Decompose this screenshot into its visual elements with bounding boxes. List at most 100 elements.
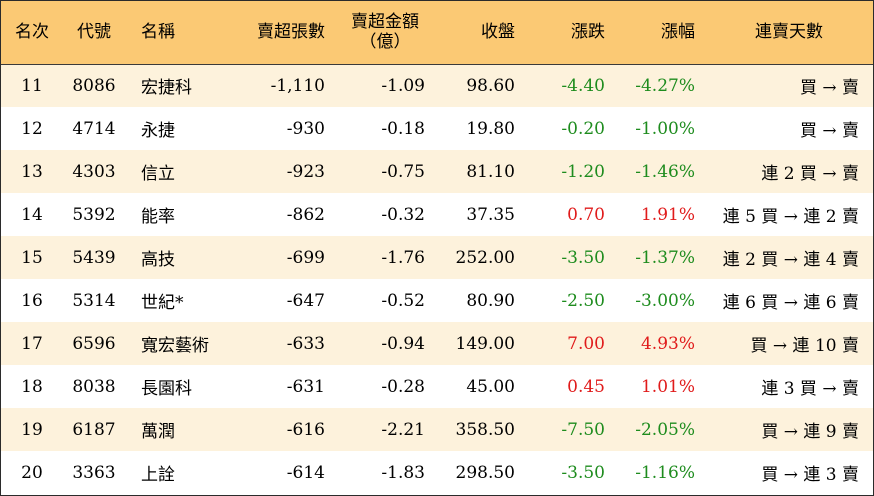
cell-name: 萬潤 xyxy=(141,422,175,442)
cell-streak: 買 → 連 9 賣 xyxy=(761,422,859,442)
cell-change-pct: -3.00% xyxy=(635,290,695,311)
header-change: 漲跌 xyxy=(571,22,605,43)
cell-close: 37.35 xyxy=(466,204,515,225)
cell-name: 信立 xyxy=(141,164,175,184)
cell-close: 80.90 xyxy=(466,290,515,311)
cell-rank: 18 xyxy=(21,376,43,397)
cell-rank: 15 xyxy=(21,247,43,268)
header-net-sell-amount-line2: （億） xyxy=(359,32,411,53)
cell-change: -2.50 xyxy=(561,290,605,311)
cell-net-sell-amount: -0.18 xyxy=(381,118,425,139)
table-row: 13 4303 信立 -923 -0.75 81.10 -1.20 -1.46% 連 2 買 →… xyxy=(1,150,873,193)
cell-net-sell-amount: -1.83 xyxy=(381,462,425,483)
table-row: 16 5314 世紀* -647 -0.52 80.90 -2.50 -3.00% 連 6 買 … xyxy=(1,279,873,322)
cell-rank: 11 xyxy=(21,75,43,96)
cell-change-pct: -4.27% xyxy=(635,75,695,96)
cell-code: 4303 xyxy=(72,161,116,182)
cell-streak: 買 → 連 3 賣 xyxy=(761,465,859,485)
cell-net-sell-shares: -1,110 xyxy=(270,75,325,96)
table-row: 17 6596 寬宏藝術 -633 -0.94 149.00 7.00 4.93% 買 → 連 … xyxy=(1,322,873,365)
cell-net-sell-shares: -699 xyxy=(286,247,325,268)
cell-code: 5314 xyxy=(72,290,116,311)
cell-net-sell-shares: -930 xyxy=(286,118,325,139)
table-body: 11 8086 宏捷科 -1,110 -1.09 98.60 -4.40 -4.27% 買 → … xyxy=(1,64,873,494)
cell-name: 宏捷科 xyxy=(141,78,192,99)
cell-close: 98.60 xyxy=(466,75,515,96)
cell-change-pct: -1.37% xyxy=(635,247,695,268)
header-change-pct: 漲幅 xyxy=(661,22,695,43)
cell-change-pct: 1.01% xyxy=(640,376,695,397)
cell-change-pct: -1.00% xyxy=(635,118,695,139)
cell-code: 5439 xyxy=(72,247,116,268)
header-rank: 名次 xyxy=(15,22,49,43)
cell-close: 358.50 xyxy=(455,419,515,440)
cell-streak: 買 → 賣 xyxy=(799,121,859,141)
cell-name: 世紀* xyxy=(141,293,184,313)
table-row: 20 3363 上詮 -614 -1.83 298.50 -3.50 -1.16% 買 → 連 … xyxy=(1,451,873,494)
table-row: 11 8086 宏捷科 -1,110 -1.09 98.60 -4.40 -4.27% 買 → … xyxy=(1,64,873,107)
cell-change: -7.50 xyxy=(561,419,605,440)
header-name: 名稱 xyxy=(141,22,175,43)
cell-net-sell-amount: -1.76 xyxy=(381,247,425,268)
cell-streak: 買 → 連 10 賣 xyxy=(750,336,860,356)
cell-net-sell-amount: -0.94 xyxy=(381,333,425,354)
table-row: 15 5439 高技 -699 -1.76 252.00 -3.50 -1.37% 連 2 買 … xyxy=(1,236,873,279)
cell-net-sell-amount: -2.21 xyxy=(381,419,425,440)
cell-name: 長園科 xyxy=(141,379,192,399)
cell-change: -3.50 xyxy=(561,247,605,268)
cell-close: 19.80 xyxy=(466,118,515,139)
cell-net-sell-amount: -0.75 xyxy=(381,161,425,182)
table-row: 18 8038 長園科 -631 -0.28 45.00 0.45 1.01% 連 3 買 → … xyxy=(1,365,873,408)
cell-streak: 連 5 買 → 連 2 賣 xyxy=(722,207,859,227)
cell-net-sell-shares: -923 xyxy=(286,161,325,182)
cell-net-sell-shares: -631 xyxy=(286,376,325,397)
cell-change: -4.40 xyxy=(561,75,605,96)
cell-change: -0.20 xyxy=(561,118,605,139)
cell-close: 149.00 xyxy=(455,333,515,354)
table-row: 12 4714 永捷 -930 -0.18 19.80 -0.20 -1.00% 買 → 賣 xyxy=(1,107,873,150)
cell-code: 3363 xyxy=(72,462,116,483)
cell-change: -1.20 xyxy=(561,161,605,182)
cell-code: 8038 xyxy=(72,376,116,397)
cell-streak: 連 6 買 → 連 6 賣 xyxy=(722,293,859,313)
cell-net-sell-amount: -0.32 xyxy=(381,204,425,225)
cell-streak: 連 2 買 → 賣 xyxy=(761,164,859,184)
cell-rank: 14 xyxy=(21,204,43,225)
cell-close: 81.10 xyxy=(466,161,515,182)
cell-rank: 13 xyxy=(21,161,43,182)
table-header: 名次 代號 名稱 賣超張數 賣超金額 （億） 收盤 漲跌 漲幅 連賣天數 xyxy=(1,1,873,64)
table-row: 19 6187 萬潤 -616 -2.21 358.50 -7.50 -2.05% 買 → 連 … xyxy=(1,408,873,451)
cell-change-pct: -1.46% xyxy=(635,161,695,182)
cell-change-pct: 4.93% xyxy=(640,333,695,354)
header-close: 收盤 xyxy=(481,22,515,43)
cell-net-sell-amount: -1.09 xyxy=(381,75,425,96)
cell-name: 寬宏藝術 xyxy=(141,336,209,356)
cell-change: -3.50 xyxy=(561,462,605,483)
cell-net-sell-shares: -616 xyxy=(286,419,325,440)
cell-rank: 16 xyxy=(21,290,43,311)
cell-name: 上詮 xyxy=(141,465,175,485)
cell-change-pct: -1.16% xyxy=(635,462,695,483)
cell-code: 6187 xyxy=(72,419,116,440)
cell-close: 252.00 xyxy=(455,247,515,268)
cell-net-sell-amount: -0.52 xyxy=(381,290,425,311)
cell-close: 298.50 xyxy=(455,462,515,483)
table-row: 14 5392 能率 -862 -0.32 37.35 0.70 1.91% 連 5 買 → 連… xyxy=(1,193,873,236)
header-net-sell-amount: 賣超金額 （億） xyxy=(335,1,435,64)
cell-net-sell-shares: -614 xyxy=(286,462,325,483)
cell-code: 6596 xyxy=(72,333,116,354)
cell-code: 5392 xyxy=(72,204,116,225)
cell-name: 永捷 xyxy=(141,121,175,141)
cell-change: 0.70 xyxy=(567,204,605,225)
cell-rank: 17 xyxy=(21,333,43,354)
cell-streak: 連 3 買 → 賣 xyxy=(761,379,859,399)
cell-net-sell-shares: -862 xyxy=(286,204,325,225)
cell-net-sell-shares: -647 xyxy=(286,290,325,311)
header-code: 代號 xyxy=(77,22,111,43)
header-net-sell-amount-line1: 賣超金額 xyxy=(351,12,419,33)
cell-close: 45.00 xyxy=(466,376,515,397)
cell-rank: 19 xyxy=(21,419,43,440)
cell-name: 高技 xyxy=(141,250,175,270)
